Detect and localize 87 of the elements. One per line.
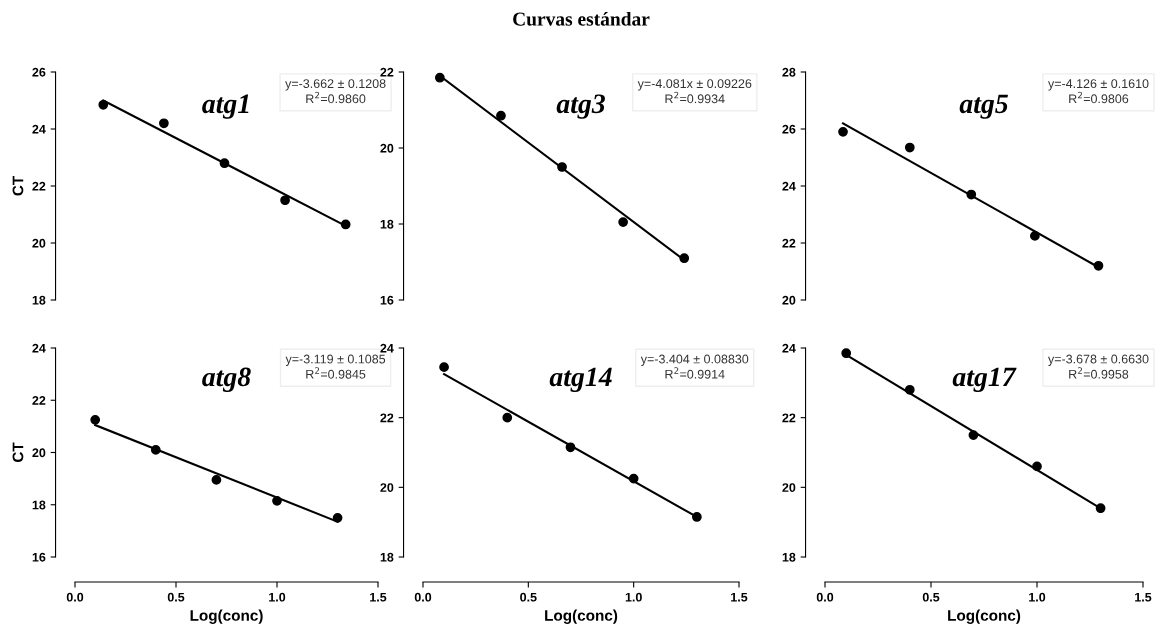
- point: [159, 118, 169, 129]
- x-tick-label: 0.0: [816, 592, 834, 602]
- y-tick-label: 20: [380, 143, 394, 153]
- y-tick-label: 24: [380, 343, 394, 353]
- x-tick-label: 1.0: [269, 592, 286, 602]
- y-tick-label: 18: [32, 500, 46, 510]
- point: [841, 348, 852, 359]
- point: [838, 126, 848, 137]
- x-axis-title: Log(conc): [948, 609, 1021, 624]
- y-tick-label: 18: [380, 552, 394, 562]
- point: [968, 430, 979, 440]
- annotation: y=-3.119 ± 0.1085 R$^{2}$=0.9845: [285, 354, 386, 379]
- y-tick-label: 20: [380, 483, 394, 492]
- point: [98, 99, 109, 110]
- x-tick-label: 1.5: [731, 592, 748, 602]
- point: [966, 189, 977, 200]
- x-tick-label: 1.0: [1029, 592, 1046, 602]
- y-tick-label: 20: [782, 483, 796, 492]
- y-tick-label: 20: [32, 238, 46, 248]
- annotation: y=-3.678 ± 0.6630 R$^{2}$=0.9958: [1048, 354, 1149, 379]
- x-tick-label: 1.5: [1135, 592, 1152, 602]
- y-tick-label: 16: [32, 552, 46, 562]
- x-tick-label: 1.5: [370, 592, 387, 602]
- point: [496, 110, 506, 121]
- point: [557, 162, 567, 172]
- y-tick-label: 22: [782, 413, 796, 423]
- point: [219, 158, 230, 169]
- y-tick-label: 20: [32, 448, 46, 458]
- y-tick-label: 22: [782, 238, 796, 248]
- y-tick-label: 22: [32, 396, 46, 405]
- x-axis-title: Log(conc): [190, 609, 263, 624]
- y-axis-title: CT: [12, 175, 24, 196]
- y-tick-label: 16: [380, 295, 394, 305]
- point: [1093, 260, 1104, 271]
- y-tick-label: 18: [32, 295, 46, 305]
- y-tick-label: 18: [380, 219, 394, 229]
- x-axis-title: Log(conc): [545, 609, 618, 624]
- y-tick-label: 18: [782, 552, 796, 562]
- annotation: y=-3.404 ± 0.08830 R$^{2}$=0.9914: [640, 354, 749, 379]
- y-tick-label: 24: [782, 343, 796, 353]
- x-tick-label: 1.0: [625, 592, 642, 602]
- point: [679, 253, 690, 264]
- annotation: atg5: [959, 94, 1008, 119]
- point: [280, 195, 290, 206]
- x-tick-label: 0.0: [414, 592, 432, 602]
- y-tick-label: 22: [32, 181, 46, 191]
- point: [565, 442, 576, 453]
- y-axis-title: CT: [12, 442, 24, 463]
- annotation: atg14: [549, 367, 612, 392]
- annotation: atg8: [202, 367, 251, 392]
- point: [618, 217, 628, 227]
- y-tick-label: 24: [32, 124, 46, 134]
- x-tick-label: 0.5: [922, 592, 940, 602]
- point: [502, 412, 513, 423]
- y-tick-label: 26: [782, 124, 796, 134]
- y-tick-label: 22: [380, 67, 394, 77]
- y-tick-label: 24: [32, 343, 46, 353]
- y-tick-label: 24: [782, 181, 796, 191]
- annotation: y=-4.081x ± 0.09226 R$^{2}$=0.9934: [637, 79, 752, 104]
- y-tick-label: 28: [782, 67, 796, 77]
- point: [150, 445, 161, 455]
- annotation: y=-4.126 ± 0.1610 R$^{2}$=0.9806: [1048, 79, 1149, 104]
- point: [434, 72, 445, 83]
- point: [90, 414, 101, 425]
- x-tick-label: 0.0: [66, 592, 84, 602]
- point: [211, 475, 222, 485]
- point: [1030, 231, 1040, 241]
- point: [1032, 461, 1042, 472]
- y-tick-label: 26: [32, 67, 46, 77]
- annotation: atg3: [556, 94, 605, 119]
- chart-title: Curvas estándar: [513, 11, 650, 26]
- y-tick-label: 20: [782, 295, 796, 305]
- point: [439, 362, 449, 373]
- point: [272, 495, 282, 506]
- x-tick-label: 0.5: [167, 592, 185, 602]
- point: [904, 142, 915, 153]
- annotation: atg1: [202, 94, 249, 119]
- x-tick-label: 0.5: [520, 592, 537, 602]
- y-tick-label: 22: [380, 413, 394, 423]
- point: [628, 473, 639, 484]
- point: [332, 512, 343, 523]
- point: [340, 219, 351, 230]
- point: [692, 512, 702, 522]
- point: [904, 384, 915, 395]
- annotation: atg17: [952, 367, 1017, 392]
- point: [1095, 503, 1106, 514]
- annotation: y=-3.662 ± 0.1208 R$^{2}$=0.9860: [285, 79, 386, 104]
